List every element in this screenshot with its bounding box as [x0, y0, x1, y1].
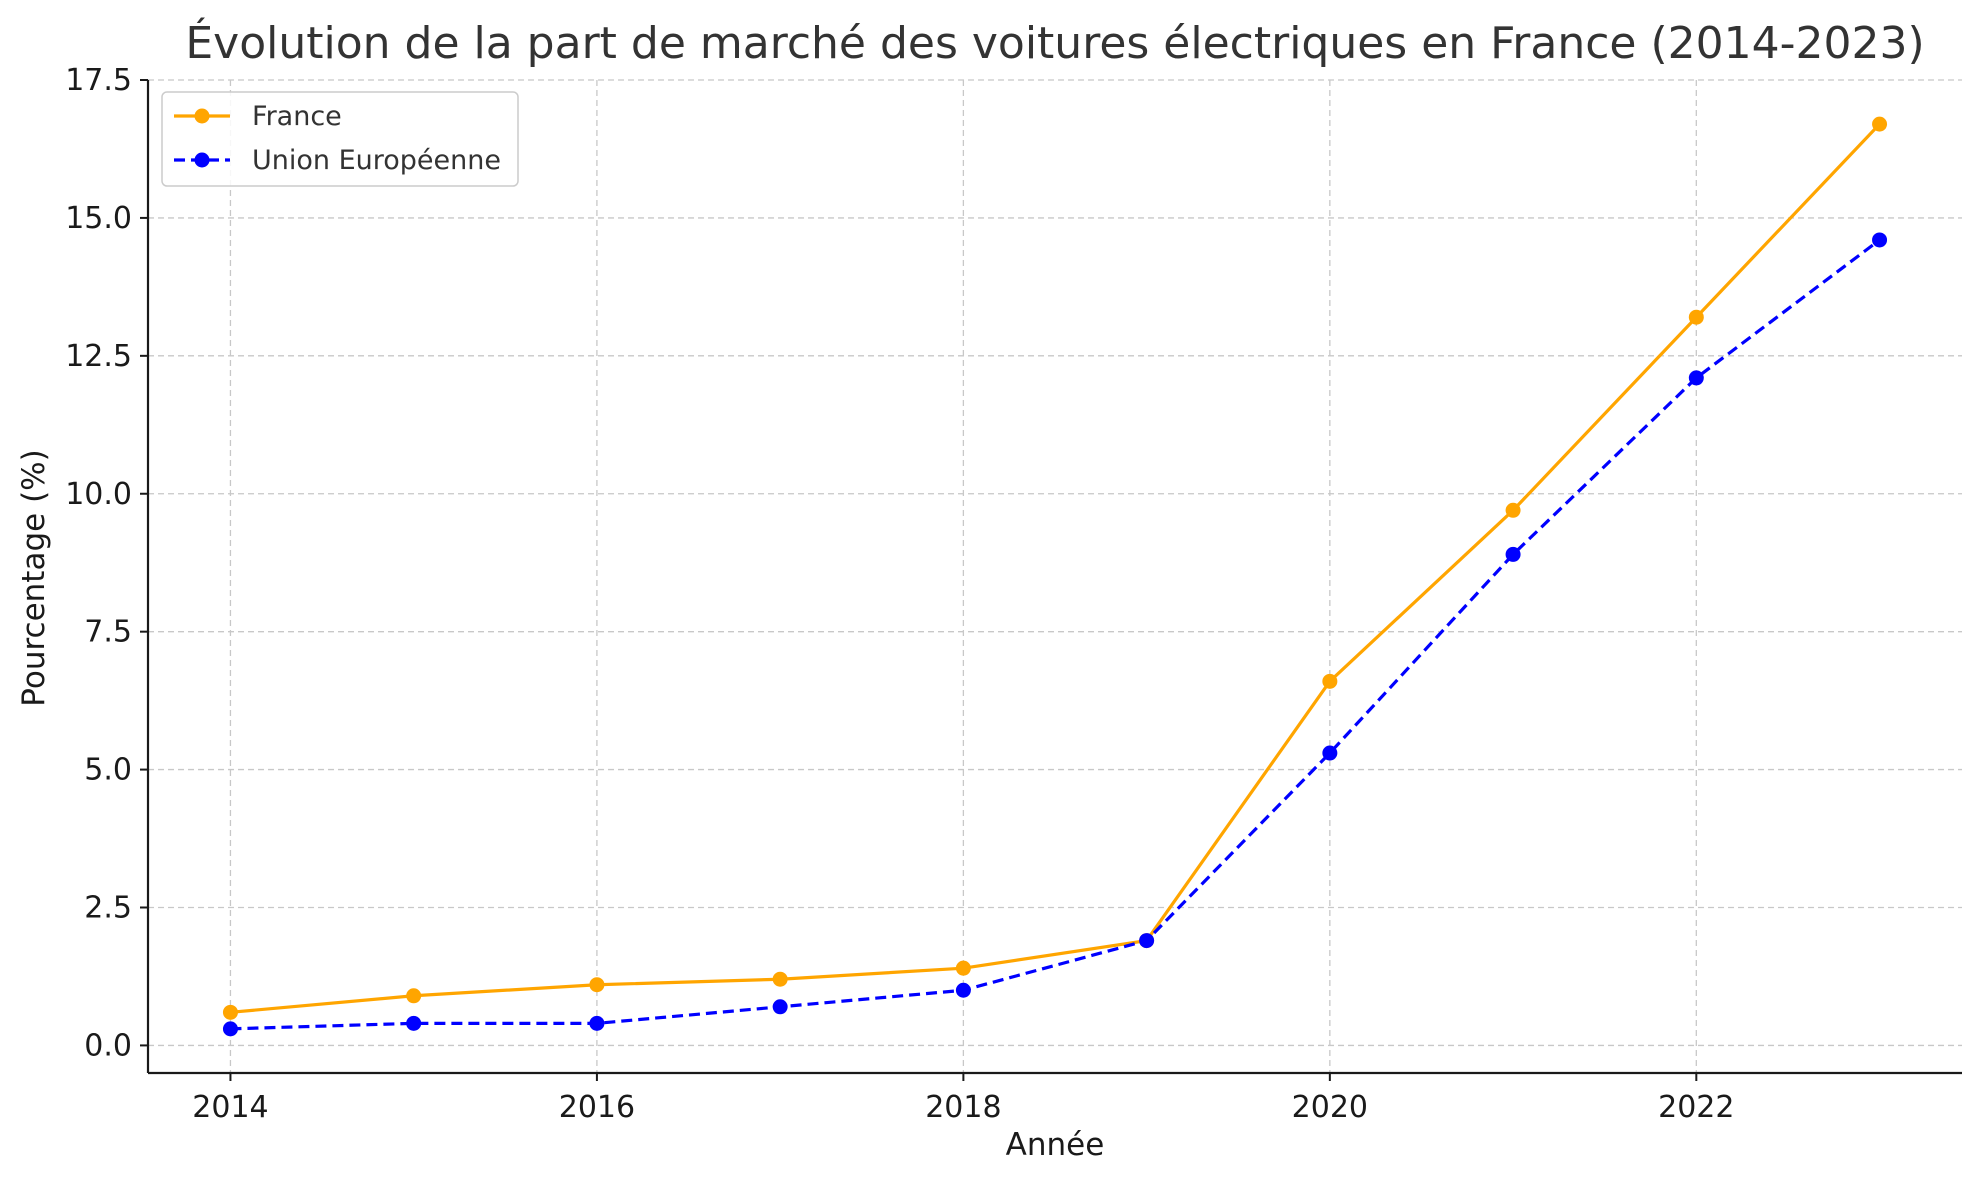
- data-point: [1505, 502, 1521, 518]
- data-point: [1322, 673, 1338, 689]
- x-tick-label: 2016: [559, 1090, 635, 1125]
- x-tick-label: 2014: [192, 1090, 268, 1125]
- legend-item: France: [174, 101, 342, 132]
- series-group: [222, 116, 1888, 1037]
- data-point: [1139, 933, 1155, 949]
- grid: [148, 79, 1962, 1073]
- y-axis-label: Pourcentage (%): [16, 449, 52, 706]
- legend-label: Union Européenne: [252, 145, 501, 176]
- legend-marker: [194, 108, 210, 124]
- series-france: [222, 116, 1888, 1020]
- data-point: [1688, 370, 1704, 386]
- axes: [140, 79, 1962, 1081]
- data-point: [406, 988, 422, 1004]
- data-point: [1322, 745, 1338, 761]
- data-point: [1688, 309, 1704, 325]
- series-union-europeenne: [222, 232, 1888, 1037]
- y-tick-label: 10.0: [65, 477, 132, 512]
- data-point: [955, 982, 971, 998]
- data-point: [406, 1015, 422, 1031]
- x-axis-label: Année: [1006, 1127, 1105, 1163]
- y-tick-label: 2.5: [84, 891, 132, 926]
- legend: France Union Européenne: [161, 91, 519, 187]
- data-point: [222, 1004, 238, 1020]
- y-tick-label: 7.5: [84, 615, 132, 650]
- legend-marker: [194, 152, 210, 168]
- data-point: [772, 971, 788, 987]
- tick-labels: 2014 2016 2018 2020 2022 0.0 2.5 5.0 7.5 10.0 12.5…: [65, 63, 1734, 1125]
- x-tick-label: 2018: [925, 1090, 1001, 1125]
- data-point: [589, 1015, 605, 1031]
- legend-label: France: [252, 101, 342, 132]
- series-line: [230, 123, 1881, 1014]
- data-point: [1872, 232, 1888, 248]
- y-tick-label: 15.0: [65, 201, 132, 236]
- data-point: [1505, 546, 1521, 562]
- y-tick-label: 0.0: [84, 1028, 132, 1063]
- data-point: [1872, 116, 1888, 132]
- legend-item: Union Européenne: [174, 145, 501, 176]
- y-tick-label: 17.5: [65, 63, 132, 98]
- legend-box: [161, 91, 519, 187]
- x-tick-label: 2020: [1292, 1090, 1368, 1125]
- y-tick-label: 12.5: [65, 339, 132, 374]
- chart-title: Évolution de la part de marché des voitu…: [185, 16, 1924, 69]
- data-point: [772, 999, 788, 1015]
- data-point: [955, 960, 971, 976]
- y-tick-label: 5.0: [84, 753, 132, 788]
- x-tick-label: 2022: [1658, 1090, 1734, 1125]
- series-line: [230, 238, 1881, 1031]
- data-point: [589, 977, 605, 993]
- data-point: [222, 1021, 238, 1037]
